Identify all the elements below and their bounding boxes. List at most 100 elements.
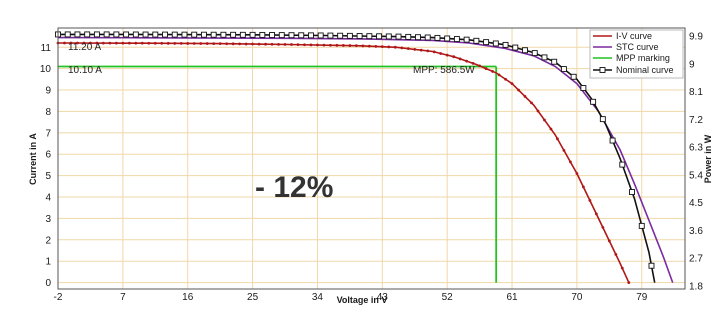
point-nominal <box>453 36 460 43</box>
point-iv <box>296 43 300 47</box>
point-iv <box>607 239 611 243</box>
point-nominal <box>473 37 480 44</box>
y-right-axis-title: Power in W <box>703 134 713 183</box>
point-nominal <box>483 39 490 46</box>
point-iv <box>406 47 410 51</box>
x-tick-labels: -2 7 16 25 34 43 52 61 70 79 <box>54 292 648 303</box>
x-tick-label: 7 <box>120 292 126 303</box>
point-iv <box>439 52 443 55</box>
point-iv <box>192 42 196 45</box>
y-right-tick-label: 9 <box>689 59 695 70</box>
point-iv <box>82 41 86 45</box>
point-iv <box>225 42 229 46</box>
point-nominal <box>171 31 178 38</box>
point-iv <box>231 42 235 46</box>
point-iv <box>257 42 261 46</box>
point-nominal <box>619 161 626 168</box>
point-iv <box>186 42 190 45</box>
point-iv <box>413 47 417 51</box>
point-iv <box>218 42 222 46</box>
x-tick-label: 52 <box>442 292 454 303</box>
point-iv <box>497 73 501 77</box>
point-nominal <box>220 31 227 38</box>
x-tick-label: 79 <box>636 292 648 303</box>
point-nominal <box>648 262 655 269</box>
point-iv <box>102 41 105 45</box>
point-iv <box>76 41 79 45</box>
plot-frame <box>57 27 686 290</box>
point-iv <box>114 41 118 45</box>
point-iv <box>316 43 319 47</box>
point-nominal <box>230 31 237 38</box>
power-loss-label: - 12% <box>255 171 333 204</box>
point-iv <box>549 127 553 131</box>
point-nominal <box>541 54 548 61</box>
point-iv <box>361 44 365 48</box>
point-nominal <box>93 31 100 38</box>
x-tick-label: 25 <box>247 292 259 303</box>
point-nominal <box>346 32 353 39</box>
point-iv <box>160 41 164 45</box>
point-nominal <box>376 33 383 40</box>
point-iv <box>147 41 151 45</box>
point-iv <box>367 44 371 48</box>
point-iv <box>627 281 631 284</box>
point-iv <box>173 41 177 45</box>
point-iv <box>588 199 592 202</box>
point-nominal <box>239 31 246 38</box>
point-iv <box>322 43 326 47</box>
point-nominal <box>385 33 392 40</box>
point-nominal <box>599 116 606 123</box>
point-nominal <box>629 189 635 195</box>
point-nominal <box>278 32 285 39</box>
point-nominal <box>269 32 275 38</box>
point-iv <box>166 41 170 45</box>
point-nominal <box>551 58 558 65</box>
point-iv <box>303 43 306 47</box>
point-nominal <box>259 31 266 38</box>
point-iv <box>374 44 378 48</box>
point-iv <box>309 43 313 47</box>
legend-item-stc: STC curve <box>593 42 659 52</box>
point-iv <box>127 41 131 45</box>
point-iv <box>510 82 514 86</box>
point-iv <box>491 69 494 73</box>
point-nominal <box>415 34 421 41</box>
x-tick-label: 61 <box>506 292 518 303</box>
point-iv <box>179 42 183 45</box>
point-iv <box>153 41 157 45</box>
point-nominal <box>327 32 334 39</box>
point-nominal <box>502 41 509 48</box>
point-iv <box>471 61 475 65</box>
point-iv <box>426 49 430 53</box>
point-iv <box>419 48 423 52</box>
y-right-tick-label: 5.4 <box>689 170 703 181</box>
point-iv <box>562 148 566 152</box>
point-iv <box>569 160 572 164</box>
point-iv <box>199 42 203 45</box>
point-nominal <box>64 31 71 38</box>
legend-marker-nominal <box>599 67 606 73</box>
y-tick-labels: 0 1 2 3 4 5 6 7 8 9 10 11 <box>40 43 52 289</box>
point-iv <box>504 77 507 81</box>
y-right-tick-label: 7.2 <box>689 115 703 126</box>
point-iv <box>380 45 384 49</box>
point-iv <box>270 42 274 46</box>
y-right-tick-label: 3.6 <box>689 226 703 237</box>
point-iv <box>581 185 585 189</box>
y-tick-label: 4 <box>45 193 51 204</box>
y-right-tick-label: 8.1 <box>689 87 703 98</box>
point-nominal <box>434 34 441 41</box>
point-nominal <box>424 34 431 41</box>
y-tick-label: 10 <box>40 64 52 75</box>
legend-label-nominal: Nominal curve <box>616 65 674 75</box>
point-nominal <box>181 31 188 38</box>
y-right-tick-label: 4.5 <box>689 198 703 209</box>
mpp-label: MPP: 586.5W <box>413 65 475 76</box>
y-tick-label: 11 <box>41 43 52 54</box>
legend: I-V curve STC curve MPP marking Nominal … <box>589 29 684 79</box>
point-nominal <box>123 31 130 38</box>
point-iv <box>238 42 242 46</box>
point-nominal <box>210 31 217 38</box>
